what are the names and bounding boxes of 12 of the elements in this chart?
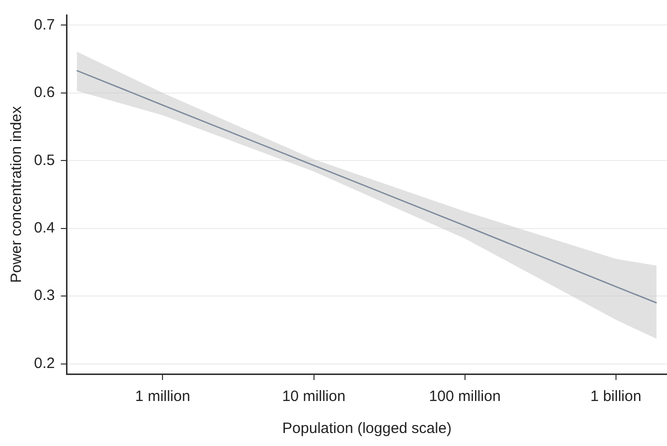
y-axis-title: Power concentration index xyxy=(8,106,26,283)
y-tick-label: 0.7 xyxy=(34,16,55,34)
x-tick-label: 10 million xyxy=(282,388,346,406)
y-tick-label: 0.2 xyxy=(34,354,55,372)
y-tick-label: 0.4 xyxy=(34,220,55,237)
x-axis-title: Population (logged scale) xyxy=(282,420,452,438)
y-tick-label: 0.5 xyxy=(34,152,55,169)
x-tick-label: 1 billion xyxy=(590,388,642,406)
y-tick-label: 0.3 xyxy=(34,287,55,304)
y-tick-label: 0.6 xyxy=(34,84,55,102)
x-tick-label: 1 million xyxy=(135,388,190,406)
x-tick-label: 100 million xyxy=(428,388,501,406)
